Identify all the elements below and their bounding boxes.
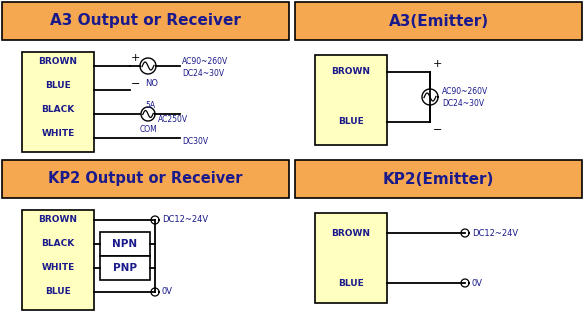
Text: BLACK: BLACK bbox=[41, 106, 75, 114]
Text: KP2(Emitter): KP2(Emitter) bbox=[383, 171, 494, 186]
Text: WHITE: WHITE bbox=[41, 129, 75, 139]
Polygon shape bbox=[461, 229, 469, 237]
Text: −: − bbox=[433, 125, 442, 135]
Text: COM: COM bbox=[140, 125, 158, 135]
Text: BROWN: BROWN bbox=[332, 228, 370, 238]
Text: 5A: 5A bbox=[145, 101, 155, 111]
Bar bbox=[315, 213, 387, 303]
Text: NO: NO bbox=[145, 79, 158, 89]
Text: AC90~260V: AC90~260V bbox=[442, 88, 488, 96]
Text: BROWN: BROWN bbox=[332, 67, 370, 77]
Bar bbox=[2, 2, 289, 40]
Text: BLUE: BLUE bbox=[338, 278, 364, 288]
Text: +: + bbox=[433, 59, 442, 69]
Text: −: − bbox=[131, 79, 140, 89]
Text: A3 Output or Receiver: A3 Output or Receiver bbox=[50, 14, 241, 28]
Text: BROWN: BROWN bbox=[39, 215, 78, 225]
Text: NPN: NPN bbox=[113, 239, 138, 249]
Bar bbox=[22, 52, 94, 152]
Text: BROWN: BROWN bbox=[39, 58, 78, 66]
Text: KP2 Output or Receiver: KP2 Output or Receiver bbox=[48, 171, 243, 186]
Text: BLUE: BLUE bbox=[338, 117, 364, 127]
Text: AC250V: AC250V bbox=[158, 116, 188, 124]
Bar bbox=[295, 2, 582, 40]
Text: 0V: 0V bbox=[472, 278, 483, 288]
Text: BLUE: BLUE bbox=[45, 288, 71, 296]
Text: WHITE: WHITE bbox=[41, 264, 75, 272]
Bar bbox=[2, 160, 289, 198]
Text: BLUE: BLUE bbox=[45, 82, 71, 90]
Text: DC24~30V: DC24~30V bbox=[182, 70, 224, 78]
Text: BLACK: BLACK bbox=[41, 239, 75, 249]
Bar bbox=[315, 55, 387, 145]
Bar bbox=[100, 232, 150, 256]
Text: 0V: 0V bbox=[162, 288, 173, 296]
Polygon shape bbox=[151, 216, 159, 224]
Text: A3(Emitter): A3(Emitter) bbox=[388, 14, 489, 28]
Text: DC30V: DC30V bbox=[182, 138, 208, 146]
Text: PNP: PNP bbox=[113, 263, 137, 273]
Text: DC12~24V: DC12~24V bbox=[472, 228, 518, 238]
Bar bbox=[295, 160, 582, 198]
Text: DC24~30V: DC24~30V bbox=[442, 100, 484, 108]
Text: DC12~24V: DC12~24V bbox=[162, 215, 208, 225]
Polygon shape bbox=[461, 279, 469, 287]
Bar bbox=[100, 256, 150, 280]
Bar bbox=[22, 210, 94, 310]
Text: +: + bbox=[131, 53, 140, 63]
Polygon shape bbox=[151, 288, 159, 296]
Text: AC90~260V: AC90~260V bbox=[182, 58, 228, 66]
